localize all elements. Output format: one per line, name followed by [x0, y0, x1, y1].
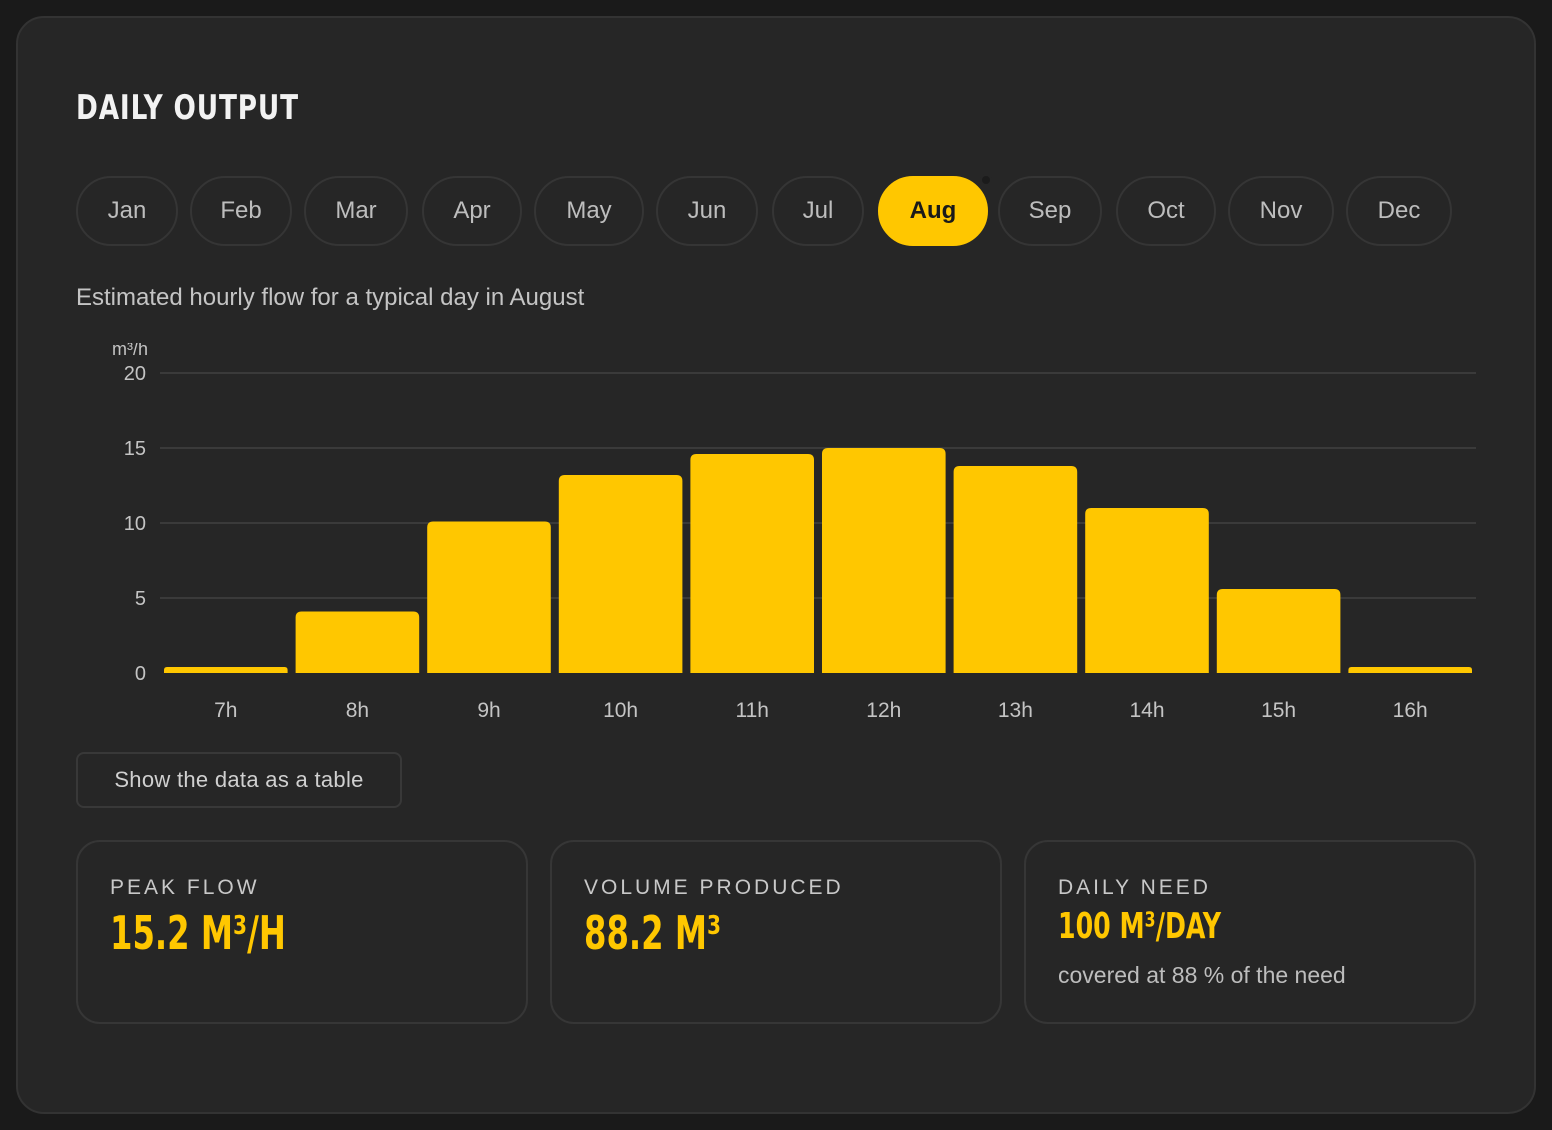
stat-peak-flow-value: 15.2 M³/H [110, 906, 286, 960]
month-tab-nov[interactable]: Nov [1228, 176, 1334, 246]
stat-volume-value: 88.2 M³ [584, 906, 722, 960]
x-tick-label: 15h [1261, 699, 1296, 722]
stat-daily-need-label: DAILY NEED [1058, 876, 1211, 899]
bar-13h[interactable] [953, 466, 1078, 673]
x-tick-label: 9h [477, 699, 500, 722]
stat-daily-need: DAILY NEED 100 M³/DAY covered at 88 % of… [1024, 840, 1476, 1024]
month-tab-label: Apr [453, 197, 491, 224]
month-tab-aug[interactable]: Aug [878, 174, 992, 246]
month-tab-feb[interactable]: Feb [190, 176, 292, 246]
y-axis-unit-label: m³/h [112, 343, 148, 359]
x-tick-label: 11h [735, 699, 768, 722]
y-tick-label: 0 [135, 663, 146, 685]
bar-11h[interactable] [690, 454, 814, 673]
x-tick-label: 16h [1393, 699, 1428, 722]
x-tick-label: 10h [603, 699, 638, 722]
bar-14h[interactable] [1085, 508, 1209, 673]
y-tick-label: 20 [124, 363, 146, 385]
selected-indicator-dot [980, 174, 992, 186]
month-tab-label: Oct [1147, 197, 1185, 224]
stat-volume-produced: VOLUME PRODUCED 88.2 M³ [550, 840, 1002, 1024]
bar-12h[interactable] [822, 448, 946, 673]
month-tab-label: Jul [802, 197, 834, 224]
month-tab-jun[interactable]: Jun [656, 176, 758, 246]
bar-8h[interactable] [295, 611, 420, 674]
month-tab-label: Mar [335, 197, 377, 224]
month-tab-mar[interactable]: Mar [304, 176, 408, 246]
x-tick-label: 12h [866, 699, 901, 722]
bar-7h[interactable] [164, 667, 288, 673]
month-tab-label: Feb [220, 197, 262, 224]
month-tab-label: Dec [1377, 197, 1421, 224]
month-tab-jul[interactable]: Jul [772, 176, 864, 246]
x-tick-label: 7h [214, 699, 237, 722]
stat-peak-flow-label: PEAK FLOW [110, 876, 260, 899]
month-tab-label: Sep [1028, 197, 1072, 224]
show-table-button[interactable]: Show the data as a table [76, 752, 402, 808]
month-tab-label: Nov [1259, 197, 1303, 224]
month-tab-label: Jan [107, 197, 147, 224]
month-tab-label: Jun [687, 197, 727, 224]
bar-15h[interactable] [1216, 589, 1341, 673]
month-tab-label: Aug [909, 197, 957, 224]
stat-daily-need-value: 100 M³/DAY [1058, 906, 1222, 947]
y-tick-label: 10 [124, 513, 146, 535]
hourly-flow-chart: m³/h 0 5 10 15 20 7h 8h 9h 10h 11h 12h 13h 14h 15h 16h [112, 343, 1476, 722]
x-tick-label: 8h [346, 699, 369, 722]
y-tick-label: 5 [135, 588, 146, 610]
y-tick-label: 15 [124, 438, 146, 460]
month-tab-oct[interactable]: Oct [1116, 176, 1216, 246]
bar-9h[interactable] [427, 521, 551, 674]
x-tick-label: 14h [1129, 699, 1164, 722]
card-title: DAILY OUTPUT [76, 88, 299, 128]
stat-peak-flow: PEAK FLOW 15.2 M³/H [76, 840, 528, 1024]
bar-16h[interactable] [1348, 667, 1472, 673]
stat-daily-need-note: covered at 88 % of the need [1058, 962, 1346, 988]
month-tab-jan[interactable]: Jan [76, 176, 178, 246]
x-tick-label: 13h [998, 699, 1033, 722]
month-tab-may[interactable]: May [534, 176, 644, 246]
chart-subtitle: Estimated hourly flow for a typical day … [76, 284, 585, 311]
month-tab-label: May [566, 197, 612, 224]
month-tab-apr[interactable]: Apr [422, 176, 522, 246]
bar-10h[interactable] [558, 475, 683, 673]
month-tab-sep[interactable]: Sep [998, 176, 1102, 246]
stat-volume-label: VOLUME PRODUCED [584, 876, 844, 899]
daily-output-card: DAILY OUTPUT Jan Feb Mar Apr May Jun Jul Aug Sep… [16, 16, 1536, 1114]
month-tab-dec[interactable]: Dec [1346, 176, 1452, 246]
